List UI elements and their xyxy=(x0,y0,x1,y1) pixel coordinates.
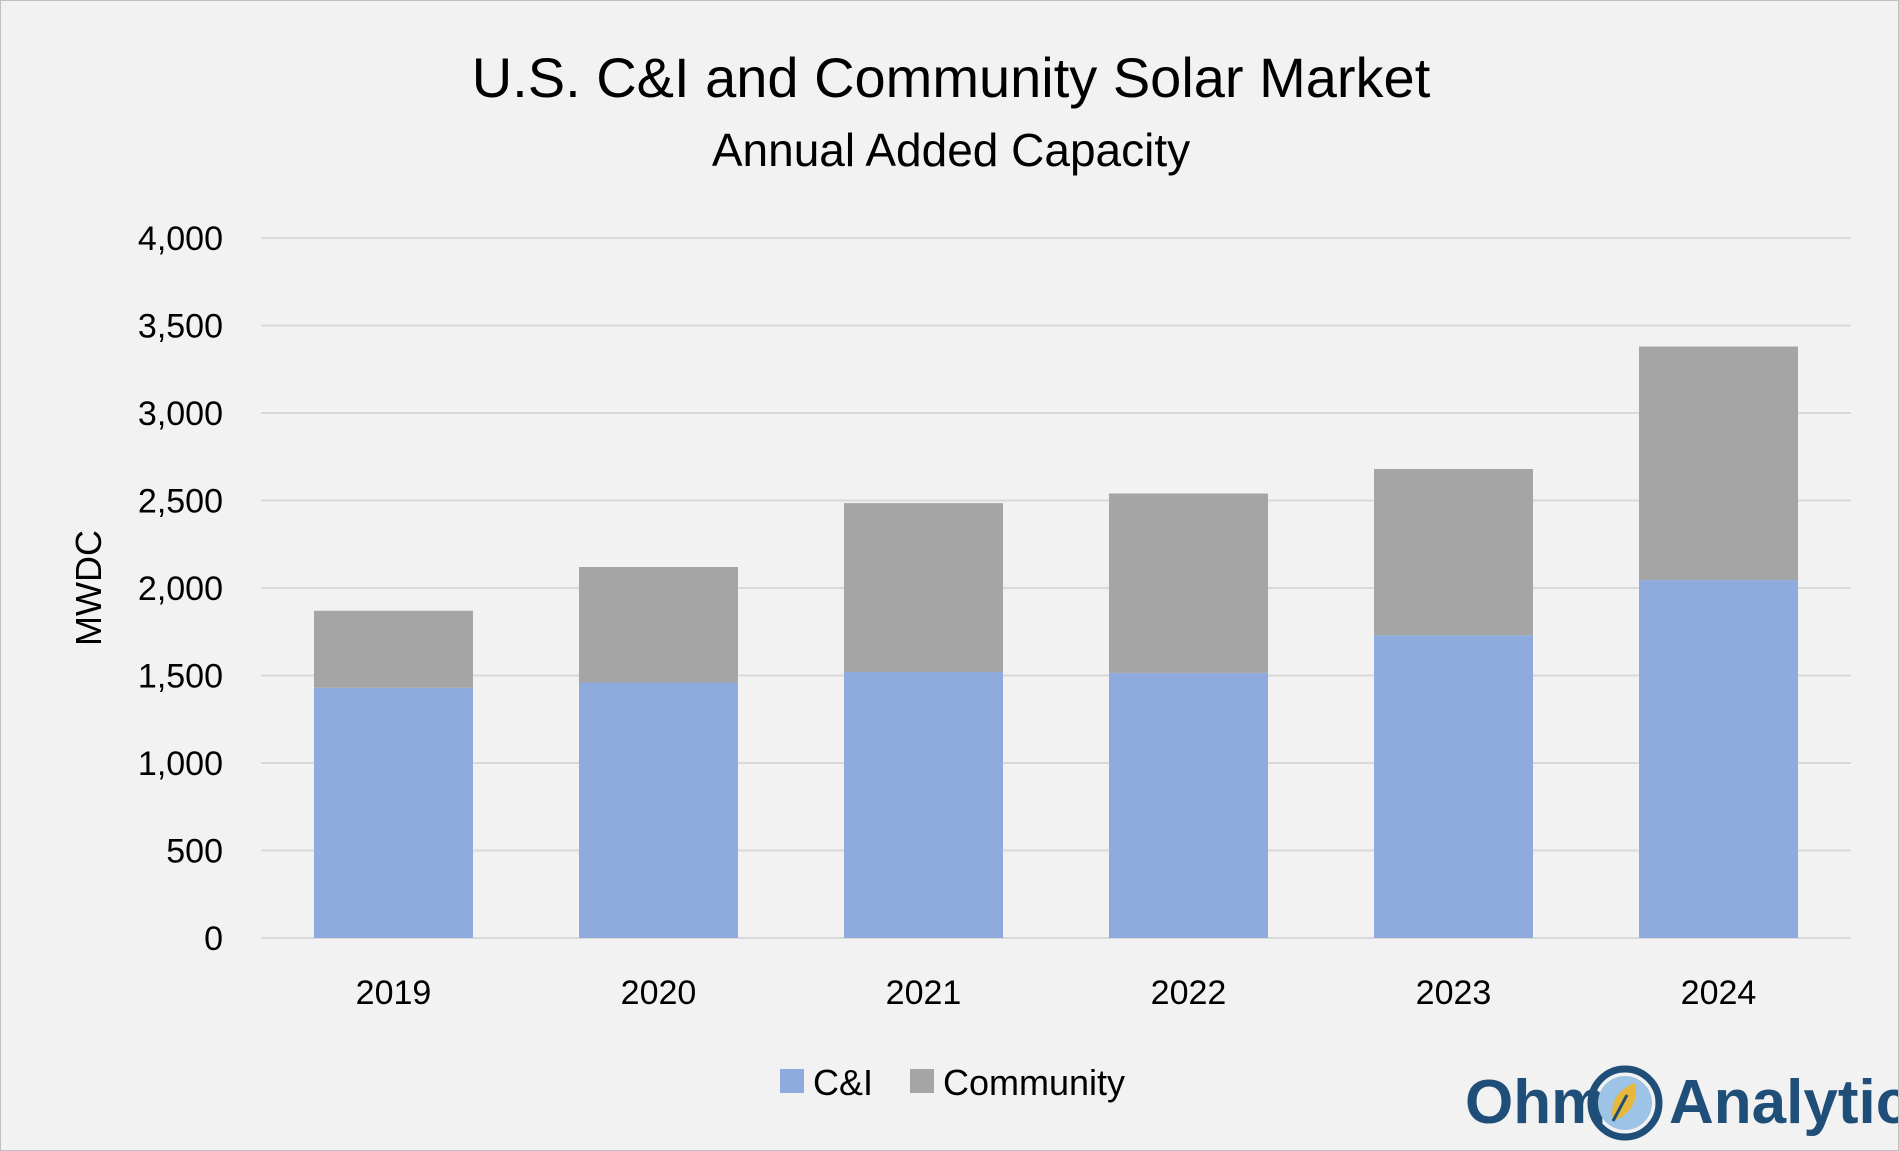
chart-title: U.S. C&I and Community Solar Market xyxy=(472,46,1431,109)
y-tick-label: 1,000 xyxy=(138,745,223,783)
y-tick-label: 500 xyxy=(166,833,223,871)
legend-swatch-ci xyxy=(780,1069,804,1093)
bar-ci-2021 xyxy=(844,672,1003,938)
bar-ci-2019 xyxy=(314,687,473,938)
bar-community-2022 xyxy=(1109,493,1268,673)
bar-ci-2022 xyxy=(1109,672,1268,938)
gridlines xyxy=(261,237,1851,939)
x-tick-label: 2020 xyxy=(621,974,697,1012)
x-tick-label: 2021 xyxy=(886,974,962,1012)
y-tick-label: 0 xyxy=(204,920,223,958)
bar-community-2019 xyxy=(314,610,473,688)
leaf-icon xyxy=(1587,1065,1663,1141)
bar-community-2023 xyxy=(1374,469,1533,636)
bar-community-2020 xyxy=(579,567,738,683)
ohm-analytics-logo: Ohm Analytics xyxy=(1465,1065,1898,1141)
bar-community-2021 xyxy=(844,503,1003,672)
bar-ci-2024 xyxy=(1639,580,1798,938)
y-axis-ticks: 0 500 1,000 1,500 2,000 2,500 3,000 3,500 4,000 xyxy=(138,220,223,958)
x-axis-ticks: 2019 2020 2021 2022 2023 2024 xyxy=(356,974,1757,1012)
x-tick-label: 2019 xyxy=(356,974,432,1012)
bar-community-2024 xyxy=(1639,346,1798,581)
bars xyxy=(314,346,1798,938)
logo-text-ohm: Ohm xyxy=(1465,1068,1606,1137)
logo-text-analytics: Analytics xyxy=(1669,1068,1898,1137)
bar-ci-2023 xyxy=(1374,635,1533,938)
chart-subtitle: Annual Added Capacity xyxy=(712,124,1190,176)
x-tick-label: 2023 xyxy=(1416,974,1492,1012)
bar-ci-2020 xyxy=(579,682,738,938)
y-axis-label: MWDC xyxy=(68,530,109,646)
y-tick-label: 2,500 xyxy=(138,483,223,521)
y-tick-label: 4,000 xyxy=(138,220,223,258)
legend-swatch-community xyxy=(910,1069,934,1093)
legend: C&I Community xyxy=(780,1062,1125,1103)
y-tick-label: 3,000 xyxy=(138,395,223,433)
legend-label-community: Community xyxy=(943,1062,1125,1103)
y-tick-label: 1,500 xyxy=(138,658,223,696)
x-tick-label: 2022 xyxy=(1151,974,1227,1012)
x-tick-label: 2024 xyxy=(1681,974,1757,1012)
y-tick-label: 3,500 xyxy=(138,308,223,346)
legend-label-ci: C&I xyxy=(813,1062,873,1103)
y-tick-label: 2,000 xyxy=(138,570,223,608)
